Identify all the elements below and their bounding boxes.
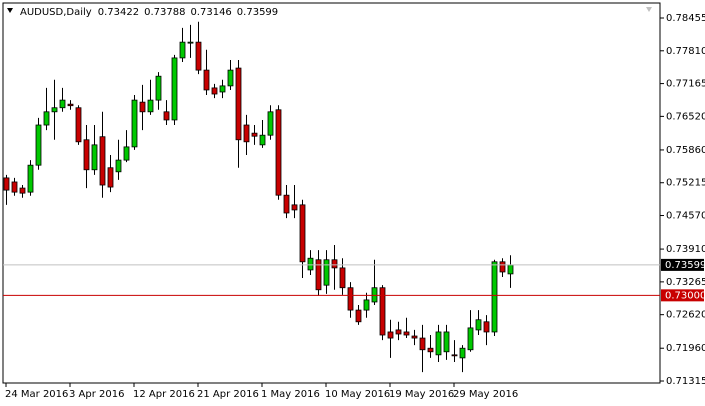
candle-body <box>163 111 170 121</box>
candle-body <box>67 103 74 107</box>
candle-body <box>27 164 34 193</box>
candle-body <box>83 139 90 171</box>
y-tick-label: 0.78455 <box>666 13 705 24</box>
candle-body <box>371 287 378 303</box>
candle-body <box>59 99 66 109</box>
candle-body <box>75 107 82 143</box>
candle-body <box>339 267 346 289</box>
candle-body <box>435 331 442 356</box>
candle-body <box>43 111 50 126</box>
candle-body <box>379 287 386 336</box>
y-tick-label: 0.71315 <box>666 376 705 387</box>
y-tick-label: 0.77810 <box>666 46 705 57</box>
candle-body <box>443 331 450 353</box>
candle-body <box>491 261 498 333</box>
candle-body <box>107 167 114 188</box>
x-tick-label: 29 May 2016 <box>453 389 518 400</box>
candle-body <box>275 109 282 196</box>
chart-title: AUDUSD,Daily 0.73422 0.73788 0.73146 0.73599 <box>20 7 278 18</box>
candle-body <box>131 99 138 148</box>
candle-body <box>235 67 242 141</box>
level-tag-label: 0.73000 <box>665 290 705 301</box>
candle-body <box>211 87 218 95</box>
candle-body <box>19 187 26 194</box>
candle-body <box>427 347 434 353</box>
candle-body <box>459 347 466 359</box>
candle-body <box>203 69 210 91</box>
candle-body <box>499 261 506 273</box>
candle-body <box>243 124 250 143</box>
candle-body <box>467 327 474 351</box>
candle-body <box>179 41 186 59</box>
candle-body <box>403 331 410 336</box>
candle-body <box>171 57 178 121</box>
candle-body <box>195 41 202 71</box>
y-tick-label: 0.71960 <box>666 343 705 354</box>
candle-body <box>507 264 514 275</box>
candle-body <box>355 309 362 323</box>
candle-body <box>11 181 18 193</box>
candle-body <box>315 259 322 291</box>
y-tick-label: 0.75860 <box>666 145 705 156</box>
candle-body <box>395 329 402 335</box>
x-tick-label: 10 May 2016 <box>325 389 390 400</box>
y-tick-label: 0.77165 <box>666 79 705 90</box>
candle-body <box>483 321 490 333</box>
y-tick-label: 0.75215 <box>666 178 705 189</box>
y-tick-label: 0.74570 <box>666 211 705 222</box>
candle-body <box>299 204 306 263</box>
candle-body <box>419 337 426 351</box>
candle-body <box>155 75 162 101</box>
candle-body <box>475 319 482 331</box>
menu-icon <box>7 8 13 13</box>
candle-body <box>115 159 122 173</box>
candle-body <box>387 331 394 339</box>
scroll-icon <box>646 7 652 12</box>
y-tick-label: 0.73265 <box>666 277 705 288</box>
candle-body <box>219 85 226 93</box>
x-tick-label: 1 May 2016 <box>261 389 320 400</box>
candle-body <box>259 134 266 146</box>
price-tag <box>661 258 704 271</box>
candle-body <box>323 259 330 286</box>
symbol: AUDUSD,Daily <box>20 7 92 18</box>
title-close: 0.73599 <box>237 7 278 18</box>
candle-body <box>3 177 10 191</box>
plot-frame <box>2 2 661 384</box>
price-tag-label: 0.73599 <box>665 260 705 271</box>
y-tick-label: 0.73910 <box>666 244 705 255</box>
candle-body <box>251 132 258 137</box>
x-tick-label: 19 May 2016 <box>389 389 454 400</box>
level-tag <box>661 289 704 302</box>
candle-body <box>347 287 354 311</box>
title-open: 0.73422 <box>98 7 139 18</box>
candle-body <box>147 99 154 113</box>
candle-body <box>99 136 106 186</box>
x-tick-label: 21 Apr 2016 <box>197 389 259 400</box>
candle-body <box>123 146 130 161</box>
candle-body <box>411 335 418 339</box>
title-high: 0.73788 <box>144 7 185 18</box>
candle-body <box>451 354 458 357</box>
candle-body <box>35 124 42 166</box>
candle-body <box>291 204 298 211</box>
x-tick-label: 24 Mar 2016 <box>5 389 68 400</box>
candle-body <box>307 257 314 271</box>
candle-body <box>267 111 274 136</box>
candle-body <box>139 101 146 113</box>
y-tick-label: 0.76520 <box>666 111 705 122</box>
x-tick-label: 3 Apr 2016 <box>69 389 124 400</box>
candle-body <box>91 144 98 171</box>
candle-body <box>227 69 234 87</box>
title-low: 0.73146 <box>190 7 231 18</box>
candle-body <box>331 259 338 269</box>
x-tick-label: 12 Apr 2016 <box>133 389 195 400</box>
y-tick-label: 0.72620 <box>666 310 705 321</box>
candle-body <box>51 107 58 113</box>
candle-body <box>187 41 194 44</box>
candle-body <box>363 299 370 311</box>
candle-body <box>283 194 290 214</box>
